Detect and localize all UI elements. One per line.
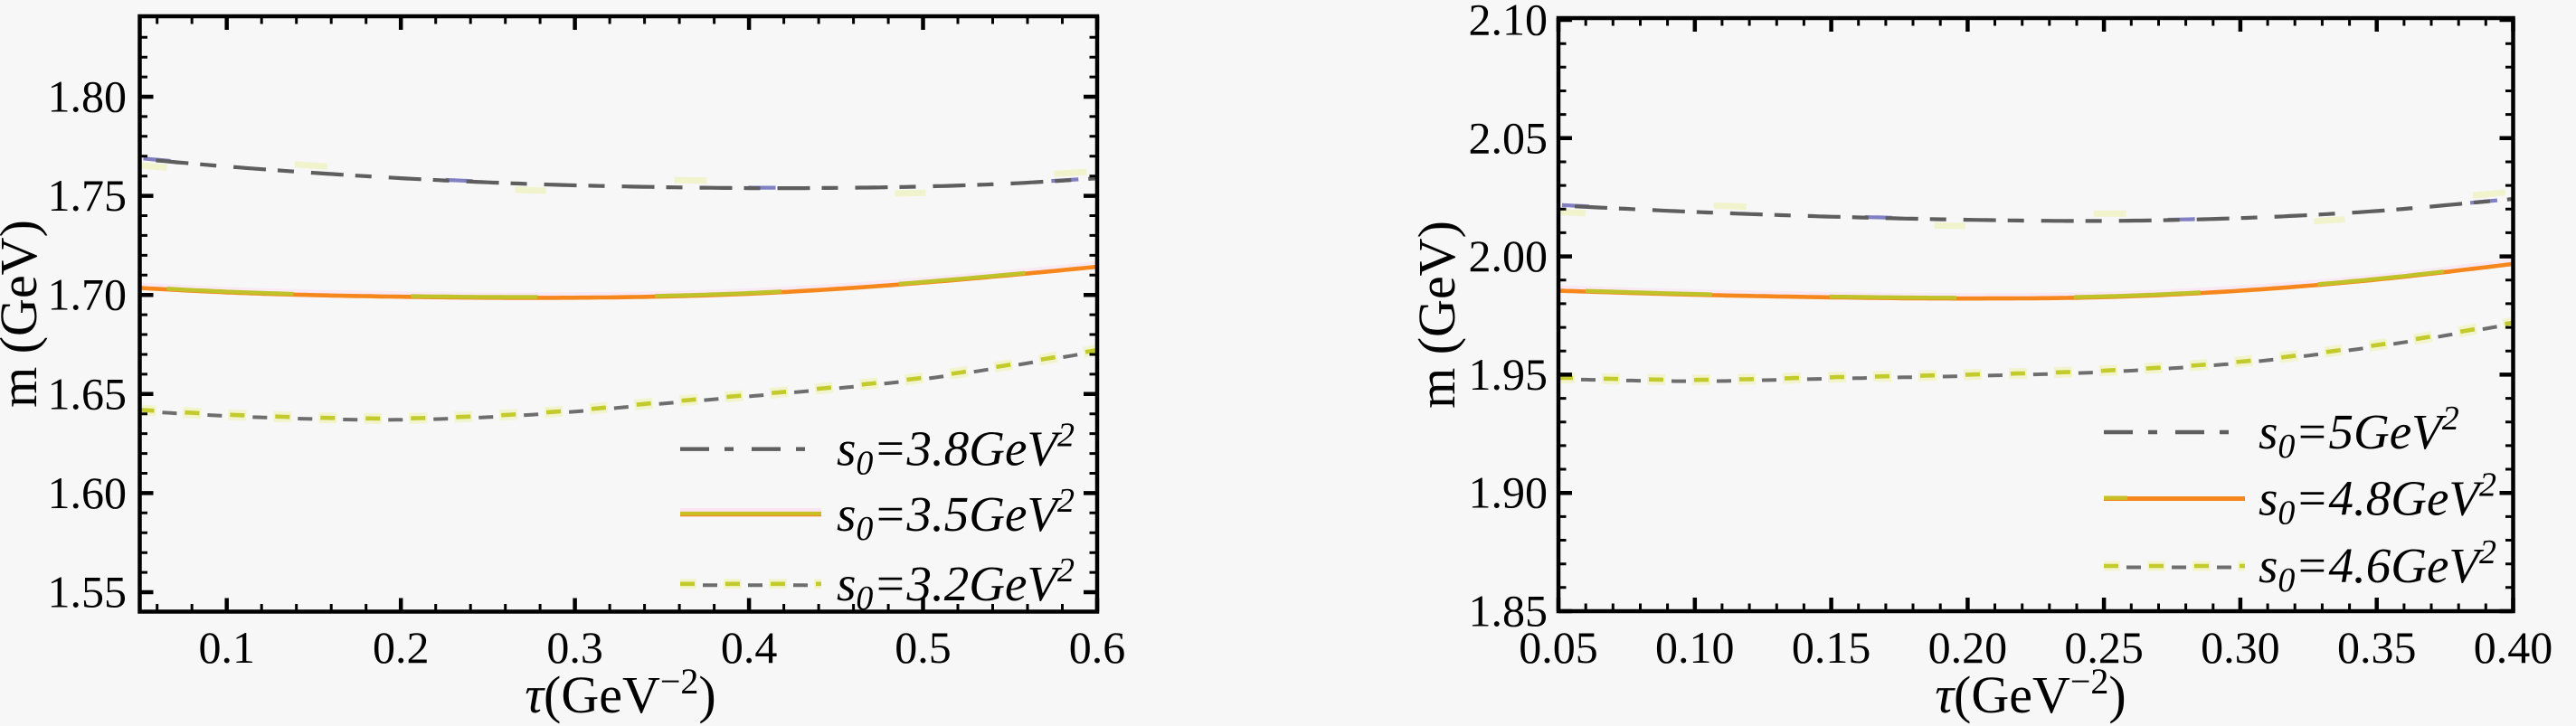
svg-text:1.85: 1.85 [1469,586,1548,636]
svg-text:1.90: 1.90 [1469,467,1548,518]
svg-text:s0=3.8GeV2: s0=3.8GeV2 [837,417,1075,483]
svg-text:1.95: 1.95 [1469,349,1548,400]
svg-text:2.00: 2.00 [1469,231,1548,281]
svg-text:1.55: 1.55 [48,567,128,618]
svg-text:0.35: 0.35 [2337,622,2417,673]
svg-text:0.5: 0.5 [895,622,952,673]
svg-text:s0=4.6GeV2: s0=4.6GeV2 [2259,533,2496,599]
svg-text:0.40: 0.40 [2474,622,2553,673]
svg-text:s0=4.8GeV2: s0=4.8GeV2 [2259,467,2496,533]
svg-text:s0=3.5GeV2: s0=3.5GeV2 [837,482,1075,548]
svg-text:0.10: 0.10 [1655,622,1735,673]
svg-text:1.65: 1.65 [48,368,128,419]
svg-text:s0=3.2GeV2: s0=3.2GeV2 [837,552,1075,618]
svg-text:0.6: 0.6 [1069,622,1126,673]
svg-text:1.80: 1.80 [48,71,128,122]
svg-text:1.60: 1.60 [48,467,128,518]
svg-text:0.1: 0.1 [198,622,255,673]
svg-text:1.70: 1.70 [48,269,128,320]
svg-text:τ(GeV−2): τ(GeV−2) [525,661,716,724]
svg-text:0.05: 0.05 [1519,622,1598,673]
svg-text:0.15: 0.15 [1792,622,1871,673]
svg-text:1.75: 1.75 [48,170,128,221]
svg-text:m (GeV): m (GeV) [1407,221,1466,409]
svg-text:0.4: 0.4 [721,622,778,673]
svg-text:2.10: 2.10 [1469,0,1548,45]
svg-text:2.05: 2.05 [1469,112,1548,163]
svg-text:m (GeV): m (GeV) [0,220,48,408]
svg-text:0.30: 0.30 [2201,622,2280,673]
svg-text:0.25: 0.25 [2064,622,2144,673]
svg-text:0.3: 0.3 [546,622,603,673]
svg-text:0.2: 0.2 [373,622,430,673]
svg-text:0.20: 0.20 [1928,622,2008,673]
